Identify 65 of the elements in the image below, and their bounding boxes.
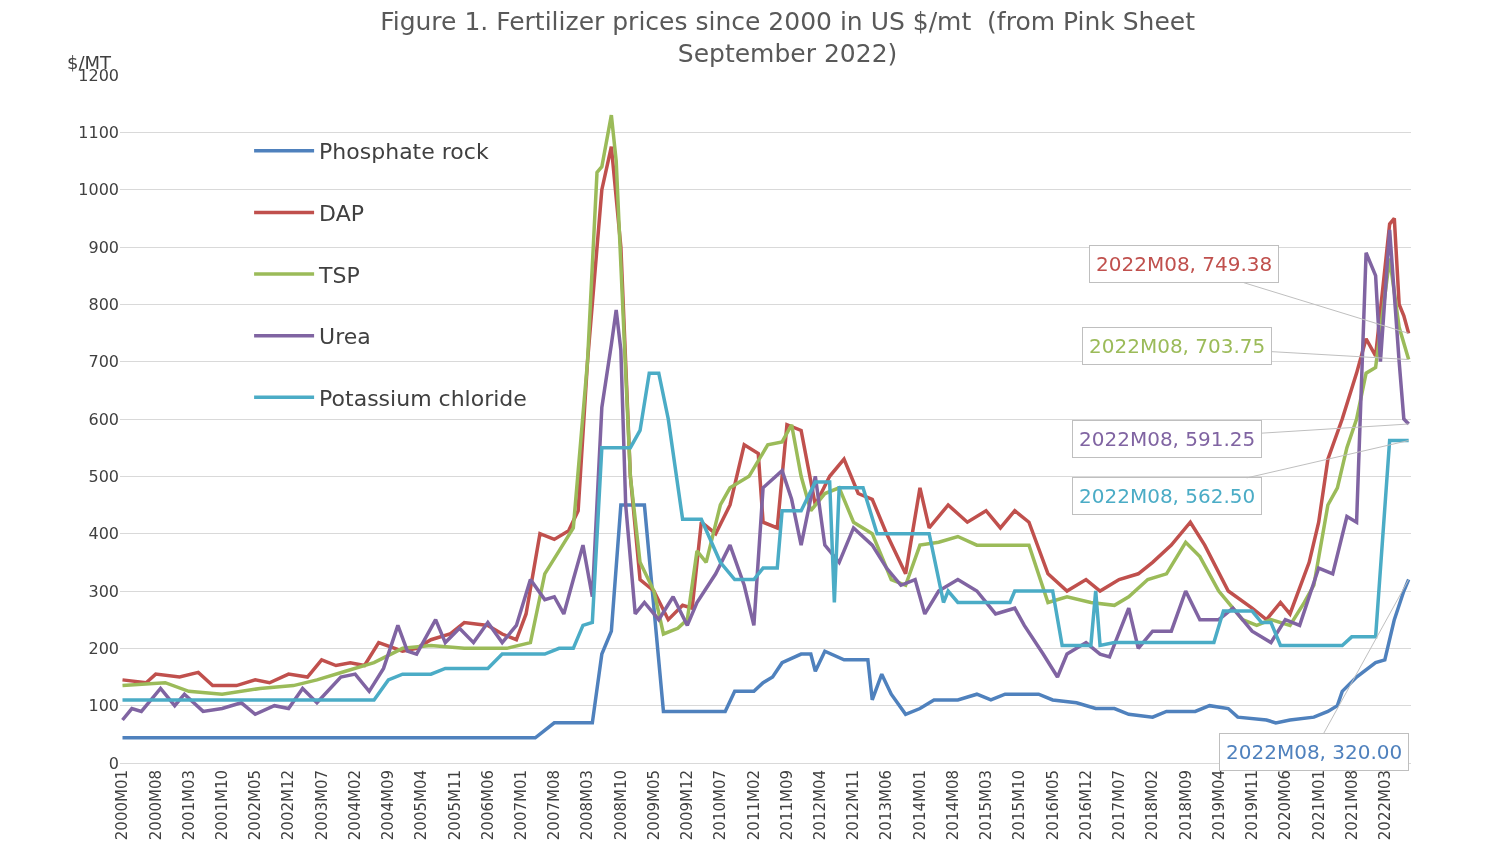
x-tick-label: 2014M08 [943, 770, 962, 841]
y-tick-label: 200 [88, 638, 119, 658]
x-tick-label: 2018M09 [1176, 770, 1195, 841]
x-tick-label: 2017M07 [1109, 770, 1128, 841]
y-tick-label: 300 [88, 581, 119, 601]
x-tick-label: 2008M03 [578, 770, 597, 841]
x-tick-label: 2002M12 [279, 770, 298, 841]
x-tick-label: 2021M08 [1342, 770, 1361, 841]
x-tick-label: 2002M05 [246, 770, 265, 841]
x-tick-label: 2009M05 [644, 770, 663, 841]
y-tick-label: 700 [88, 352, 119, 372]
y-tick-label: 500 [88, 466, 119, 486]
x-tick-label: 2004M09 [379, 770, 398, 841]
x-tick-label: 2022M03 [1375, 770, 1394, 841]
x-tick-label: 2015M03 [976, 770, 995, 841]
line-series [120, 371, 1411, 702]
x-tick-label: 2003M07 [312, 770, 331, 841]
x-tick-label: 2000M01 [113, 770, 132, 841]
x-tick-label: 2007M01 [512, 770, 531, 841]
legend-label: DAP [319, 201, 364, 227]
y-tick-label: 0 [108, 753, 119, 773]
annotation: 2022M08, 703.75 [1089, 334, 1266, 358]
x-tick-label: 2009M12 [678, 770, 697, 841]
y-tick-label: 1000 [78, 180, 119, 200]
x-tick-label: 2008M10 [611, 770, 630, 841]
line-series [120, 503, 1411, 740]
x-tick-label: 2018M02 [1143, 770, 1162, 841]
x-tick-label: 2020M06 [1276, 770, 1295, 841]
y-tick-label: 600 [88, 409, 119, 429]
x-tick-label: 2016M12 [1076, 770, 1095, 841]
x-tick-label: 2010M07 [711, 770, 730, 841]
annotation: 2022M08, 562.50 [1079, 484, 1256, 508]
y-tick-label: 400 [88, 524, 119, 544]
x-tick-label: 2011M02 [744, 770, 763, 841]
chart-title: Figure 1. Fertilizer prices since 2000 in US $/mt (from Pink Sheet September 2022) [380, 6, 1196, 69]
x-tick-label: 2021M01 [1309, 770, 1328, 841]
x-tick-label: 2019M11 [1242, 770, 1261, 841]
legend-label: Phosphate rock [319, 139, 489, 165]
legend-label: Potassium chloride [319, 385, 527, 411]
y-tick-label: 1100 [78, 122, 119, 142]
x-tick-label: 2005M11 [445, 770, 464, 841]
annotation: 2022M08, 591.25 [1079, 427, 1256, 451]
legend-label: TSP [318, 262, 360, 288]
x-tick-label: 2014M01 [910, 770, 929, 841]
x-tick-label: 2012M04 [811, 770, 830, 841]
y-tick-label: 800 [88, 294, 119, 314]
annotation: 2022M08, 320.00 [1226, 740, 1403, 764]
y-tick-label: 100 [88, 696, 119, 716]
x-tick-label: 2000M08 [146, 770, 165, 841]
x-tick-label: 2012M11 [844, 770, 863, 841]
x-tick-label: 2011M09 [777, 770, 796, 841]
x-tick-label: 2001M03 [179, 770, 198, 841]
annotation: 2022M08, 749.38 [1096, 252, 1273, 276]
x-tick-label: 2007M08 [545, 770, 564, 841]
x-tick-label: 2004M02 [346, 770, 365, 841]
x-tick-label: 2006M06 [478, 770, 497, 841]
x-tick-label: 2015M10 [1010, 770, 1029, 841]
x-tick-label: 2005M04 [412, 770, 431, 841]
legend-label: Urea [319, 324, 371, 350]
x-tick-label: 2019M04 [1209, 770, 1228, 841]
x-tick-label: 2016M05 [1043, 770, 1062, 841]
x-tick-label: 2001M10 [213, 770, 232, 841]
y-tick-label: 900 [88, 237, 119, 257]
x-tick-label: 2013M06 [877, 770, 896, 841]
line-series [120, 228, 1411, 722]
